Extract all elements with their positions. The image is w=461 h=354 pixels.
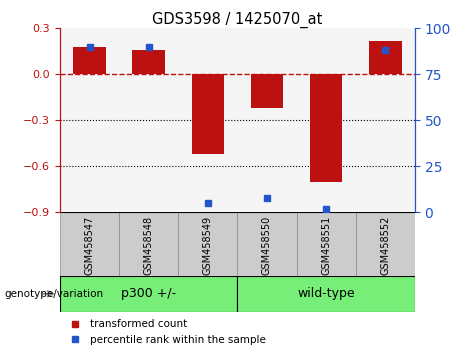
- Legend: transformed count, percentile rank within the sample: transformed count, percentile rank withi…: [60, 315, 270, 349]
- Bar: [237, 212, 296, 276]
- Bar: [310, 74, 343, 182]
- Bar: [237, 276, 415, 312]
- Text: genotype/variation: genotype/variation: [5, 289, 104, 299]
- Title: GDS3598 / 1425070_at: GDS3598 / 1425070_at: [152, 12, 323, 28]
- Text: GSM458551: GSM458551: [321, 216, 331, 275]
- Text: GSM458552: GSM458552: [380, 216, 390, 275]
- Text: GSM458549: GSM458549: [203, 216, 213, 275]
- Text: GSM458547: GSM458547: [84, 216, 95, 275]
- Bar: [356, 212, 415, 276]
- Text: wild-type: wild-type: [297, 287, 355, 300]
- Bar: [251, 74, 283, 108]
- Text: GSM458550: GSM458550: [262, 216, 272, 275]
- Bar: [192, 74, 224, 154]
- Text: GSM458548: GSM458548: [144, 216, 154, 275]
- Bar: [73, 47, 106, 74]
- Bar: [60, 212, 119, 276]
- Bar: [296, 212, 356, 276]
- Bar: [119, 212, 178, 276]
- Bar: [369, 41, 402, 74]
- Bar: [60, 276, 237, 312]
- Bar: [132, 50, 165, 74]
- Text: p300 +/-: p300 +/-: [121, 287, 176, 300]
- Bar: [178, 212, 237, 276]
